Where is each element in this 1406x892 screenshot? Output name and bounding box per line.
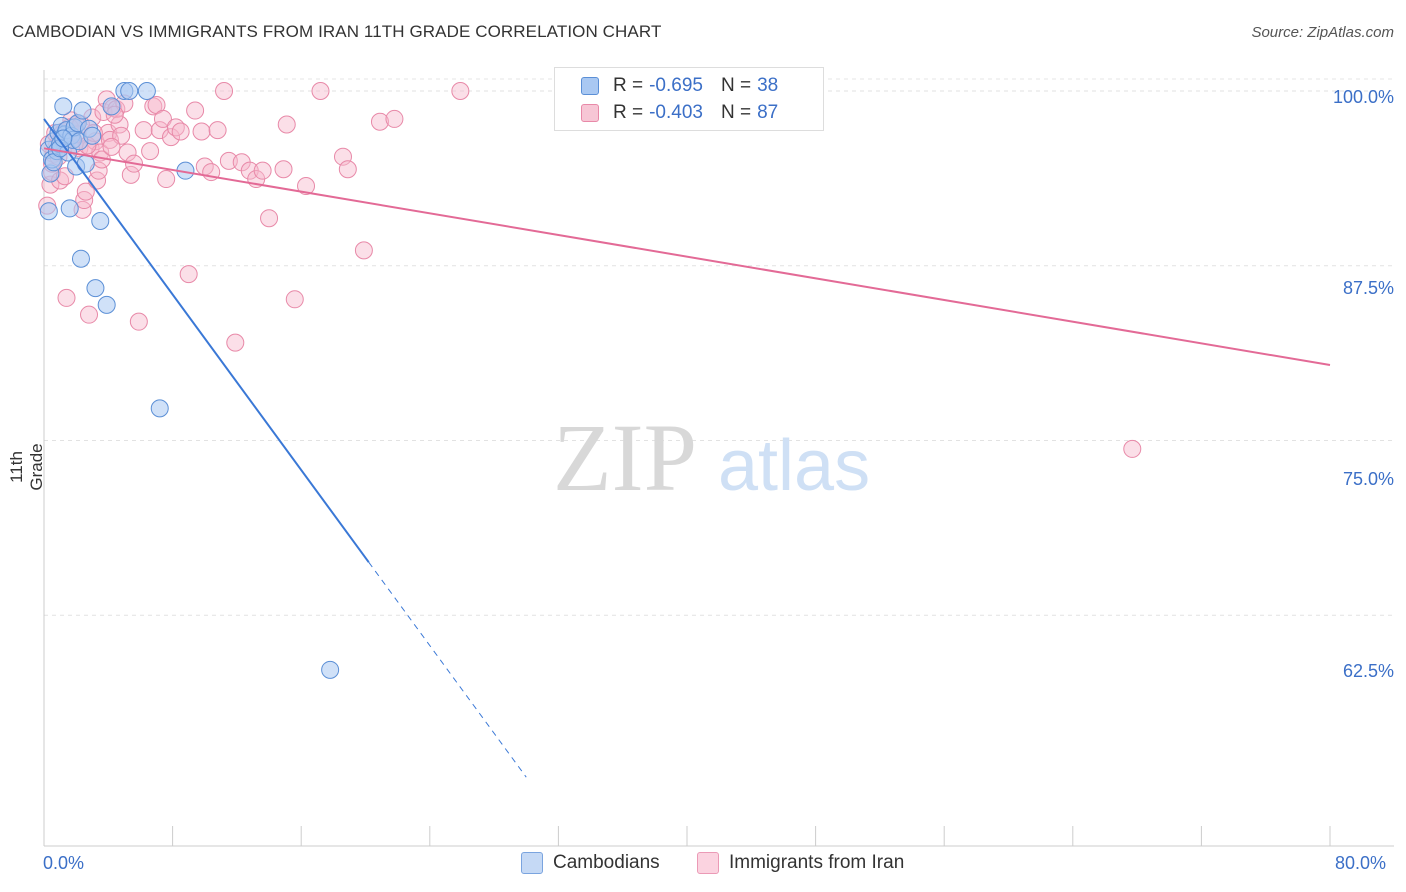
x-tick-label: 0.0% — [43, 853, 85, 873]
legend-r-value: -0.695 — [649, 75, 703, 96]
cambodian-point — [321, 660, 340, 679]
legend-row-cambodians: R = -0.695 N = 38 — [581, 74, 778, 98]
iran-point — [260, 209, 279, 228]
cambodian-point — [97, 295, 116, 314]
iran-point — [274, 160, 293, 179]
iran-point — [253, 161, 272, 180]
iran-point — [370, 112, 389, 131]
y-tick-label: 87.5% — [1342, 278, 1394, 298]
iran-point — [451, 81, 470, 100]
source-label: Source: ZipAtlas.com — [1251, 24, 1394, 41]
iran-point — [118, 143, 137, 162]
cambodian-point — [91, 212, 110, 231]
trend-lines — [43, 118, 1331, 778]
iran-point — [161, 128, 180, 147]
iran-point — [354, 241, 373, 260]
iran-point — [385, 109, 404, 128]
legend-n-label: N = — [720, 75, 752, 96]
cambodian-point — [76, 154, 95, 173]
legend-swatch-pink — [581, 104, 599, 122]
legend-r-label: R = — [613, 75, 644, 96]
y-axis-label: 11th Grade — [7, 443, 46, 491]
iran-point — [129, 312, 148, 331]
cambodians-trend-line — [43, 118, 370, 563]
cambodian-point — [71, 249, 90, 268]
x-tick-label: 80.0% — [1335, 853, 1387, 873]
cambodian-point — [137, 81, 156, 100]
iran-point — [57, 288, 76, 307]
watermark-atlas: atlas — [718, 426, 870, 506]
y-tick-label: 62.5% — [1342, 661, 1394, 681]
iran-point — [100, 130, 119, 149]
iran-point — [171, 122, 190, 141]
iran-point — [186, 101, 205, 120]
series-cambodians-points — [39, 81, 340, 679]
iran-point — [192, 122, 211, 141]
axes — [43, 70, 1394, 847]
cambodian-point — [60, 199, 79, 218]
cambodian-point — [39, 202, 58, 221]
iran-point — [157, 170, 176, 189]
cambodian-point — [54, 129, 73, 148]
iran-trend-line — [43, 147, 1331, 367]
iran-point — [110, 115, 129, 134]
chart-title: CAMBODIAN VS IMMIGRANTS FROM IRAN 11TH G… — [12, 22, 662, 41]
cambodian-point — [73, 101, 92, 120]
legend-row-iran: R = -0.403 N = 87 — [581, 101, 778, 125]
iran-point — [134, 121, 153, 140]
legend-n-value: 87 — [757, 102, 779, 123]
cambodian-point — [54, 97, 73, 116]
iran-point — [179, 265, 198, 284]
iran-point — [80, 305, 99, 324]
iran-point — [338, 160, 357, 179]
legend-n-label: N = — [720, 102, 752, 123]
series-iran-points — [38, 81, 1142, 458]
iran-point — [208, 121, 227, 140]
iran-point — [219, 151, 238, 170]
legend-label: Immigrants from Iran — [729, 852, 905, 873]
watermark: ZIP atlas — [553, 404, 870, 511]
legend-r-label: R = — [613, 102, 644, 123]
iran-point — [311, 81, 330, 100]
cambodian-point — [120, 81, 139, 100]
iran-point — [121, 165, 140, 184]
iran-point — [102, 137, 121, 156]
iran-point — [215, 81, 234, 100]
iran-point — [144, 97, 163, 116]
cambodians-trend-extension — [368, 561, 527, 778]
iran-point — [285, 290, 304, 309]
cambodian-point — [102, 97, 121, 116]
iran-point — [141, 142, 160, 161]
legend-swatch-blue — [521, 852, 543, 874]
iran-point — [1123, 439, 1142, 458]
iran-point — [76, 182, 95, 201]
y-tick-label: 100.0% — [1332, 87, 1394, 107]
legend-r-value: -0.403 — [649, 102, 703, 123]
legend-swatch-blue — [581, 77, 599, 95]
watermark-zip: ZIP — [553, 404, 697, 511]
legend-n-value: 38 — [757, 75, 779, 96]
series-legend: Cambodians Immigrants from Iran — [0, 852, 1406, 876]
legend-label: Cambodians — [553, 852, 660, 873]
iran-point — [153, 109, 172, 128]
iran-point — [297, 177, 316, 196]
legend-swatch-pink — [697, 852, 719, 874]
iran-point — [226, 333, 245, 352]
legend-item-cambodians: Cambodians — [521, 852, 660, 874]
stats-legend: R = -0.695 N = 38 R = -0.403 N = 87 — [554, 67, 824, 131]
y-tick-label: 75.0% — [1342, 469, 1394, 489]
cambodian-point — [86, 279, 105, 298]
legend-item-iran: Immigrants from Iran — [697, 852, 904, 874]
cambodian-point — [150, 399, 169, 418]
cambodian-point — [83, 126, 102, 145]
iran-point — [277, 115, 296, 134]
